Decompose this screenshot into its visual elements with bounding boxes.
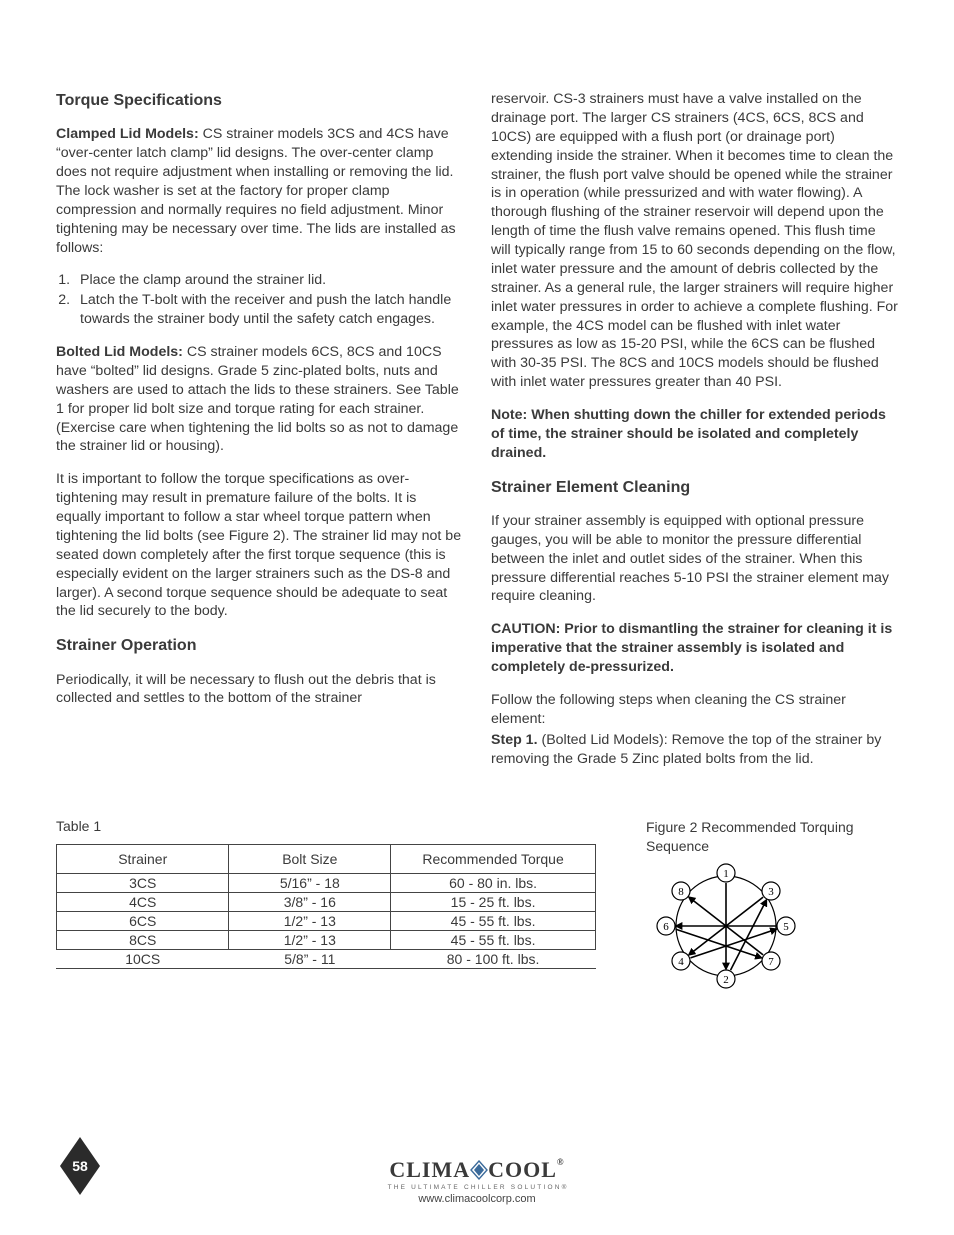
heading-torque-specs: Torque Specifications [56, 90, 463, 111]
para-gauges: If your strainer assembly is equipped wi… [491, 512, 898, 606]
two-column-body: Torque Specifications Clamped Lid Models… [56, 90, 898, 768]
list-item: Place the clamp around the strainer lid. [74, 271, 463, 290]
table-cell: 1/2” - 13 [229, 931, 391, 950]
table-row: 3CS5/16” - 1860 - 80 in. lbs. [57, 874, 596, 893]
th-strainer: Strainer [57, 845, 229, 874]
heading-element-cleaning: Strainer Element Cleaning [491, 477, 898, 498]
table1-block: Table 1 Strainer Bolt Size Recommended T… [56, 818, 596, 969]
torquing-sequence-diagram: 1 2 3 4 5 6 7 8 [646, 861, 806, 993]
logo-url: www.climacoolcorp.com [388, 1193, 567, 1205]
page-footer: CLIMACOOL® THE ULTIMATE CHILLER SOLUTION… [0, 1157, 954, 1207]
table-row: 6CS1/2” - 1345 - 55 ft. lbs. [57, 912, 596, 931]
brand-logo: CLIMACOOL® THE ULTIMATE CHILLER SOLUTION… [388, 1157, 567, 1205]
figure2-block: Figure 2 Recommended Torquing Sequence 1… [646, 818, 898, 995]
para-step1: Step 1. (Bolted Lid Models): Remove the … [491, 731, 898, 769]
table-body: 3CS5/16” - 1860 - 80 in. lbs.4CS3/8” - 1… [57, 874, 596, 969]
text-clamped-body: CS strainer models 3CS and 4CS have “ove… [56, 126, 456, 255]
svg-text:7: 7 [768, 956, 774, 968]
right-column: reservoir. CS-3 strainers must have a va… [491, 90, 898, 768]
svg-text:1: 1 [723, 868, 729, 880]
list-clamp-steps: Place the clamp around the strainer lid.… [56, 271, 463, 329]
text-bolted-body: CS strainer models 6CS, 8CS and 10CS hav… [56, 344, 459, 454]
logo-left: CLIMA [389, 1157, 470, 1182]
th-torque: Recommended Torque [391, 845, 596, 874]
table-cell: 8CS [57, 931, 229, 950]
table-cell: 60 - 80 in. lbs. [391, 874, 596, 893]
label-bolted-lid: Bolted Lid Models: [56, 344, 183, 360]
logo-right: COOL [488, 1157, 557, 1182]
para-operation: Periodically, it will be necessary to fl… [56, 671, 463, 709]
table-cell: 5/8” - 11 [229, 950, 391, 969]
table-cell: 3/8” - 16 [229, 893, 391, 912]
para-caution: CAUTION: Prior to dismantling the strain… [491, 620, 898, 677]
table-cell: 10CS [57, 950, 229, 969]
table-cell: 45 - 55 ft. lbs. [391, 931, 596, 950]
left-column: Torque Specifications Clamped Lid Models… [56, 90, 463, 768]
table-cell: 3CS [57, 874, 229, 893]
text-step1-body: (Bolted Lid Models): Remove the top of t… [491, 732, 881, 767]
table-cell: 45 - 55 ft. lbs. [391, 912, 596, 931]
para-bolted-lid: Bolted Lid Models: CS strainer models 6C… [56, 343, 463, 456]
figure2-caption: Figure 2 Recommended Torquing Sequence [646, 818, 898, 854]
page: Torque Specifications Clamped Lid Models… [0, 0, 954, 1235]
para-clamped-lid: Clamped Lid Models: CS strainer models 3… [56, 125, 463, 257]
table-cell: 80 - 100 ft. lbs. [391, 950, 596, 969]
heading-strainer-operation: Strainer Operation [56, 635, 463, 656]
table1-caption: Table 1 [56, 818, 596, 834]
table-row: 8CS1/2” - 1345 - 55 ft. lbs. [57, 931, 596, 950]
droplet-icon [470, 1160, 488, 1180]
svg-text:8: 8 [678, 886, 684, 898]
label-clamped-lid: Clamped Lid Models: [56, 126, 199, 142]
table-header-row: Strainer Bolt Size Recommended Torque [57, 845, 596, 874]
label-step1: Step 1. [491, 732, 538, 748]
table-cell: 15 - 25 ft. lbs. [391, 893, 596, 912]
svg-text:5: 5 [783, 921, 789, 933]
table-cell: 4CS [57, 893, 229, 912]
list-item: Latch the T-bolt with the receiver and p… [74, 291, 463, 329]
torque-spec-table: Strainer Bolt Size Recommended Torque 3C… [56, 844, 596, 969]
logo-tagline: THE ULTIMATE CHILLER SOLUTION® [388, 1184, 567, 1191]
svg-text:6: 6 [663, 921, 669, 933]
para-reservoir: reservoir. CS-3 strainers must have a va… [491, 90, 898, 392]
lower-section: Table 1 Strainer Bolt Size Recommended T… [56, 818, 898, 995]
svg-text:4: 4 [678, 956, 684, 968]
para-torque-important: It is important to follow the torque spe… [56, 470, 463, 621]
para-note-shutdown: Note: When shutting down the chiller for… [491, 406, 898, 463]
svg-text:3: 3 [768, 886, 774, 898]
th-bolt-size: Bolt Size [229, 845, 391, 874]
table-row: 4CS3/8” - 1615 - 25 ft. lbs. [57, 893, 596, 912]
svg-text:2: 2 [723, 974, 729, 986]
table-row: 10CS5/8” - 1180 - 100 ft. lbs. [57, 950, 596, 969]
table-cell: 5/16” - 18 [229, 874, 391, 893]
logo-text: CLIMACOOL® [388, 1157, 567, 1183]
para-follow-steps: Follow the following steps when cleaning… [491, 691, 898, 729]
table-cell: 6CS [57, 912, 229, 931]
table-cell: 1/2” - 13 [229, 912, 391, 931]
